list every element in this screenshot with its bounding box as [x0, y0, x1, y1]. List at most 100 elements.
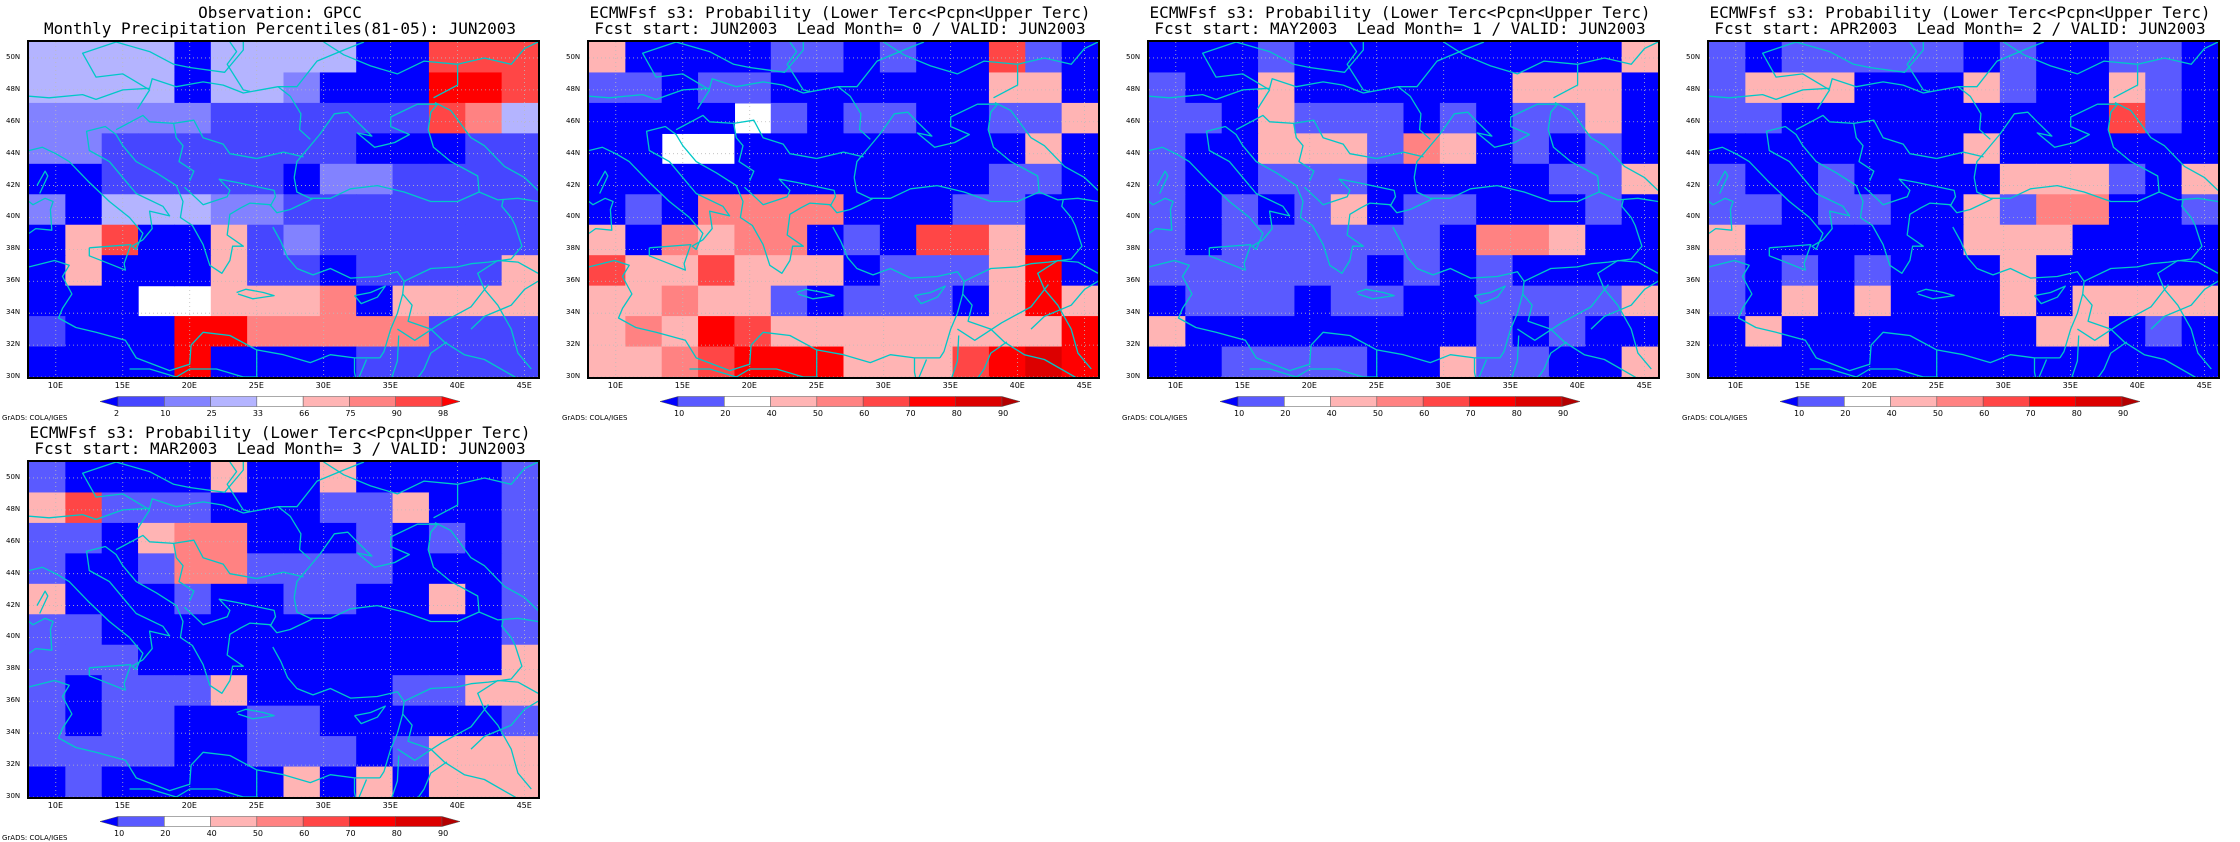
- grid-cell: [138, 42, 176, 74]
- colorbar-swatch: [1515, 396, 1563, 407]
- grid-cell: [916, 133, 954, 165]
- lat-tick-label: 48N: [1686, 84, 1701, 93]
- grid-cell: [1185, 255, 1223, 287]
- grid-cell: [1621, 133, 1658, 165]
- grid-cell: [2072, 224, 2110, 256]
- colorbar-label: 80: [1511, 409, 1522, 418]
- coastline: [1208, 243, 1252, 271]
- grid-cell: [283, 72, 321, 104]
- colorbar-swatch: [1284, 396, 1331, 407]
- grid-cell: [138, 614, 176, 646]
- grid-cell: [1025, 316, 1063, 348]
- grid-cell: [1439, 102, 1477, 134]
- grid-cell: [698, 102, 736, 134]
- colorbar-swatch: [2029, 396, 2076, 407]
- grid-cell: [356, 42, 394, 74]
- lat-tick-label: 44N: [1686, 148, 1701, 157]
- grid-cell: [1025, 224, 1063, 256]
- colorbar-label: 20: [1280, 409, 1291, 418]
- coastline: [2083, 199, 2203, 282]
- grid-cell: [1709, 346, 1746, 377]
- grid-cell: [210, 346, 248, 377]
- grid-cell: [1221, 133, 1259, 165]
- grid-cell: [1963, 316, 2001, 348]
- colorbar-label: 70: [345, 829, 356, 838]
- grid-cell: [2036, 133, 2074, 165]
- lat-tick-label: 50N: [1686, 52, 1701, 61]
- lon-tick-label: 40E: [449, 801, 465, 810]
- grid-cell: [1709, 285, 1746, 317]
- grid-cell: [1061, 72, 1098, 104]
- grid-cell: [465, 736, 503, 768]
- grid-cell: [1367, 42, 1405, 74]
- grid-cell: [356, 766, 394, 797]
- grid-cell: [501, 705, 538, 737]
- coastline: [1038, 191, 1098, 203]
- grid-cell: [1403, 163, 1441, 195]
- grid-cell: [319, 163, 357, 195]
- grid-cell: [101, 316, 139, 348]
- panel-title: Observation: GPCC: [198, 3, 362, 22]
- grid-cell: [1999, 133, 2037, 165]
- map-panel: ECMWFsf s3: Probability (Lower Terc<Pcpn…: [1680, 0, 2240, 422]
- colorbar-label: 98: [438, 409, 449, 418]
- map-panel: ECMWFsf s3: Probability (Lower Terc<Pcpn…: [560, 0, 1120, 422]
- grid-cell: [988, 42, 1026, 74]
- grid-cell: [428, 614, 466, 646]
- grid-cell: [1548, 255, 1586, 287]
- colorbar-label: 10: [160, 409, 171, 418]
- lat-tick-label: 50N: [6, 472, 21, 481]
- grid-cell: [319, 644, 357, 676]
- coastline: [951, 335, 960, 377]
- grid-cell: [174, 522, 212, 554]
- coastline: [417, 341, 448, 377]
- colorbar: [1220, 396, 1580, 407]
- grid-cell: [1294, 163, 1332, 195]
- colorbar-swatch: [441, 396, 460, 407]
- colorbar-label: 50: [1372, 409, 1384, 418]
- grid-cell: [1403, 42, 1441, 74]
- grid-cell: [589, 42, 626, 74]
- coastline: [358, 359, 368, 377]
- lat-tick-label: 40N: [6, 212, 21, 221]
- grid-cell: [1548, 224, 1586, 256]
- grid-cell: [1061, 285, 1098, 317]
- grid-cell: [65, 255, 103, 287]
- coastline: [29, 78, 311, 140]
- coastline: [1554, 102, 1658, 191]
- grid-cell: [1621, 163, 1658, 195]
- lat-tick-label: 44N: [566, 148, 581, 157]
- grid-cell: [65, 614, 103, 646]
- grid-cell: [2181, 42, 2218, 74]
- grid-cell: [101, 553, 139, 585]
- lat-tick-label: 34N: [6, 308, 21, 317]
- lon-tick-label: 35E: [1502, 381, 1518, 390]
- grid-cell: [1149, 255, 1186, 287]
- lat-tick-label: 32N: [1126, 340, 1141, 349]
- grid-cell: [1367, 316, 1405, 348]
- coastline: [278, 462, 365, 508]
- grid-cell: [501, 133, 538, 165]
- grid-cell: [589, 163, 626, 195]
- lon-tick-label: 45E: [1636, 381, 1652, 390]
- lon-tick-label: 35E: [942, 381, 958, 390]
- grid-cell: [625, 194, 663, 226]
- coastline: [2082, 293, 2197, 377]
- grid-cell: [174, 492, 212, 524]
- lat-tick-label: 30N: [6, 792, 21, 800]
- panel-subtitle: Fcst start: MAY2003 Lead Month= 1 / VALI…: [1154, 19, 1646, 38]
- grid-cell: [1621, 316, 1658, 348]
- grid-cell: [1439, 346, 1477, 377]
- grid-cell: [879, 316, 917, 348]
- panel-title: ECMWFsf s3: Probability (Lower Terc<Pcpn…: [1709, 3, 2211, 22]
- grid-cell: [2145, 102, 2183, 134]
- grid-cell: [698, 285, 736, 317]
- grid-cell: [1999, 194, 2037, 226]
- grid-cell: [465, 163, 503, 195]
- grid-cell: [988, 163, 1026, 195]
- grid-cell: [1149, 102, 1186, 134]
- lat-tick-label: 36N: [6, 696, 21, 705]
- coastline: [1293, 119, 1424, 160]
- grid-cell: [1963, 102, 2001, 134]
- grid-cell: [734, 285, 772, 317]
